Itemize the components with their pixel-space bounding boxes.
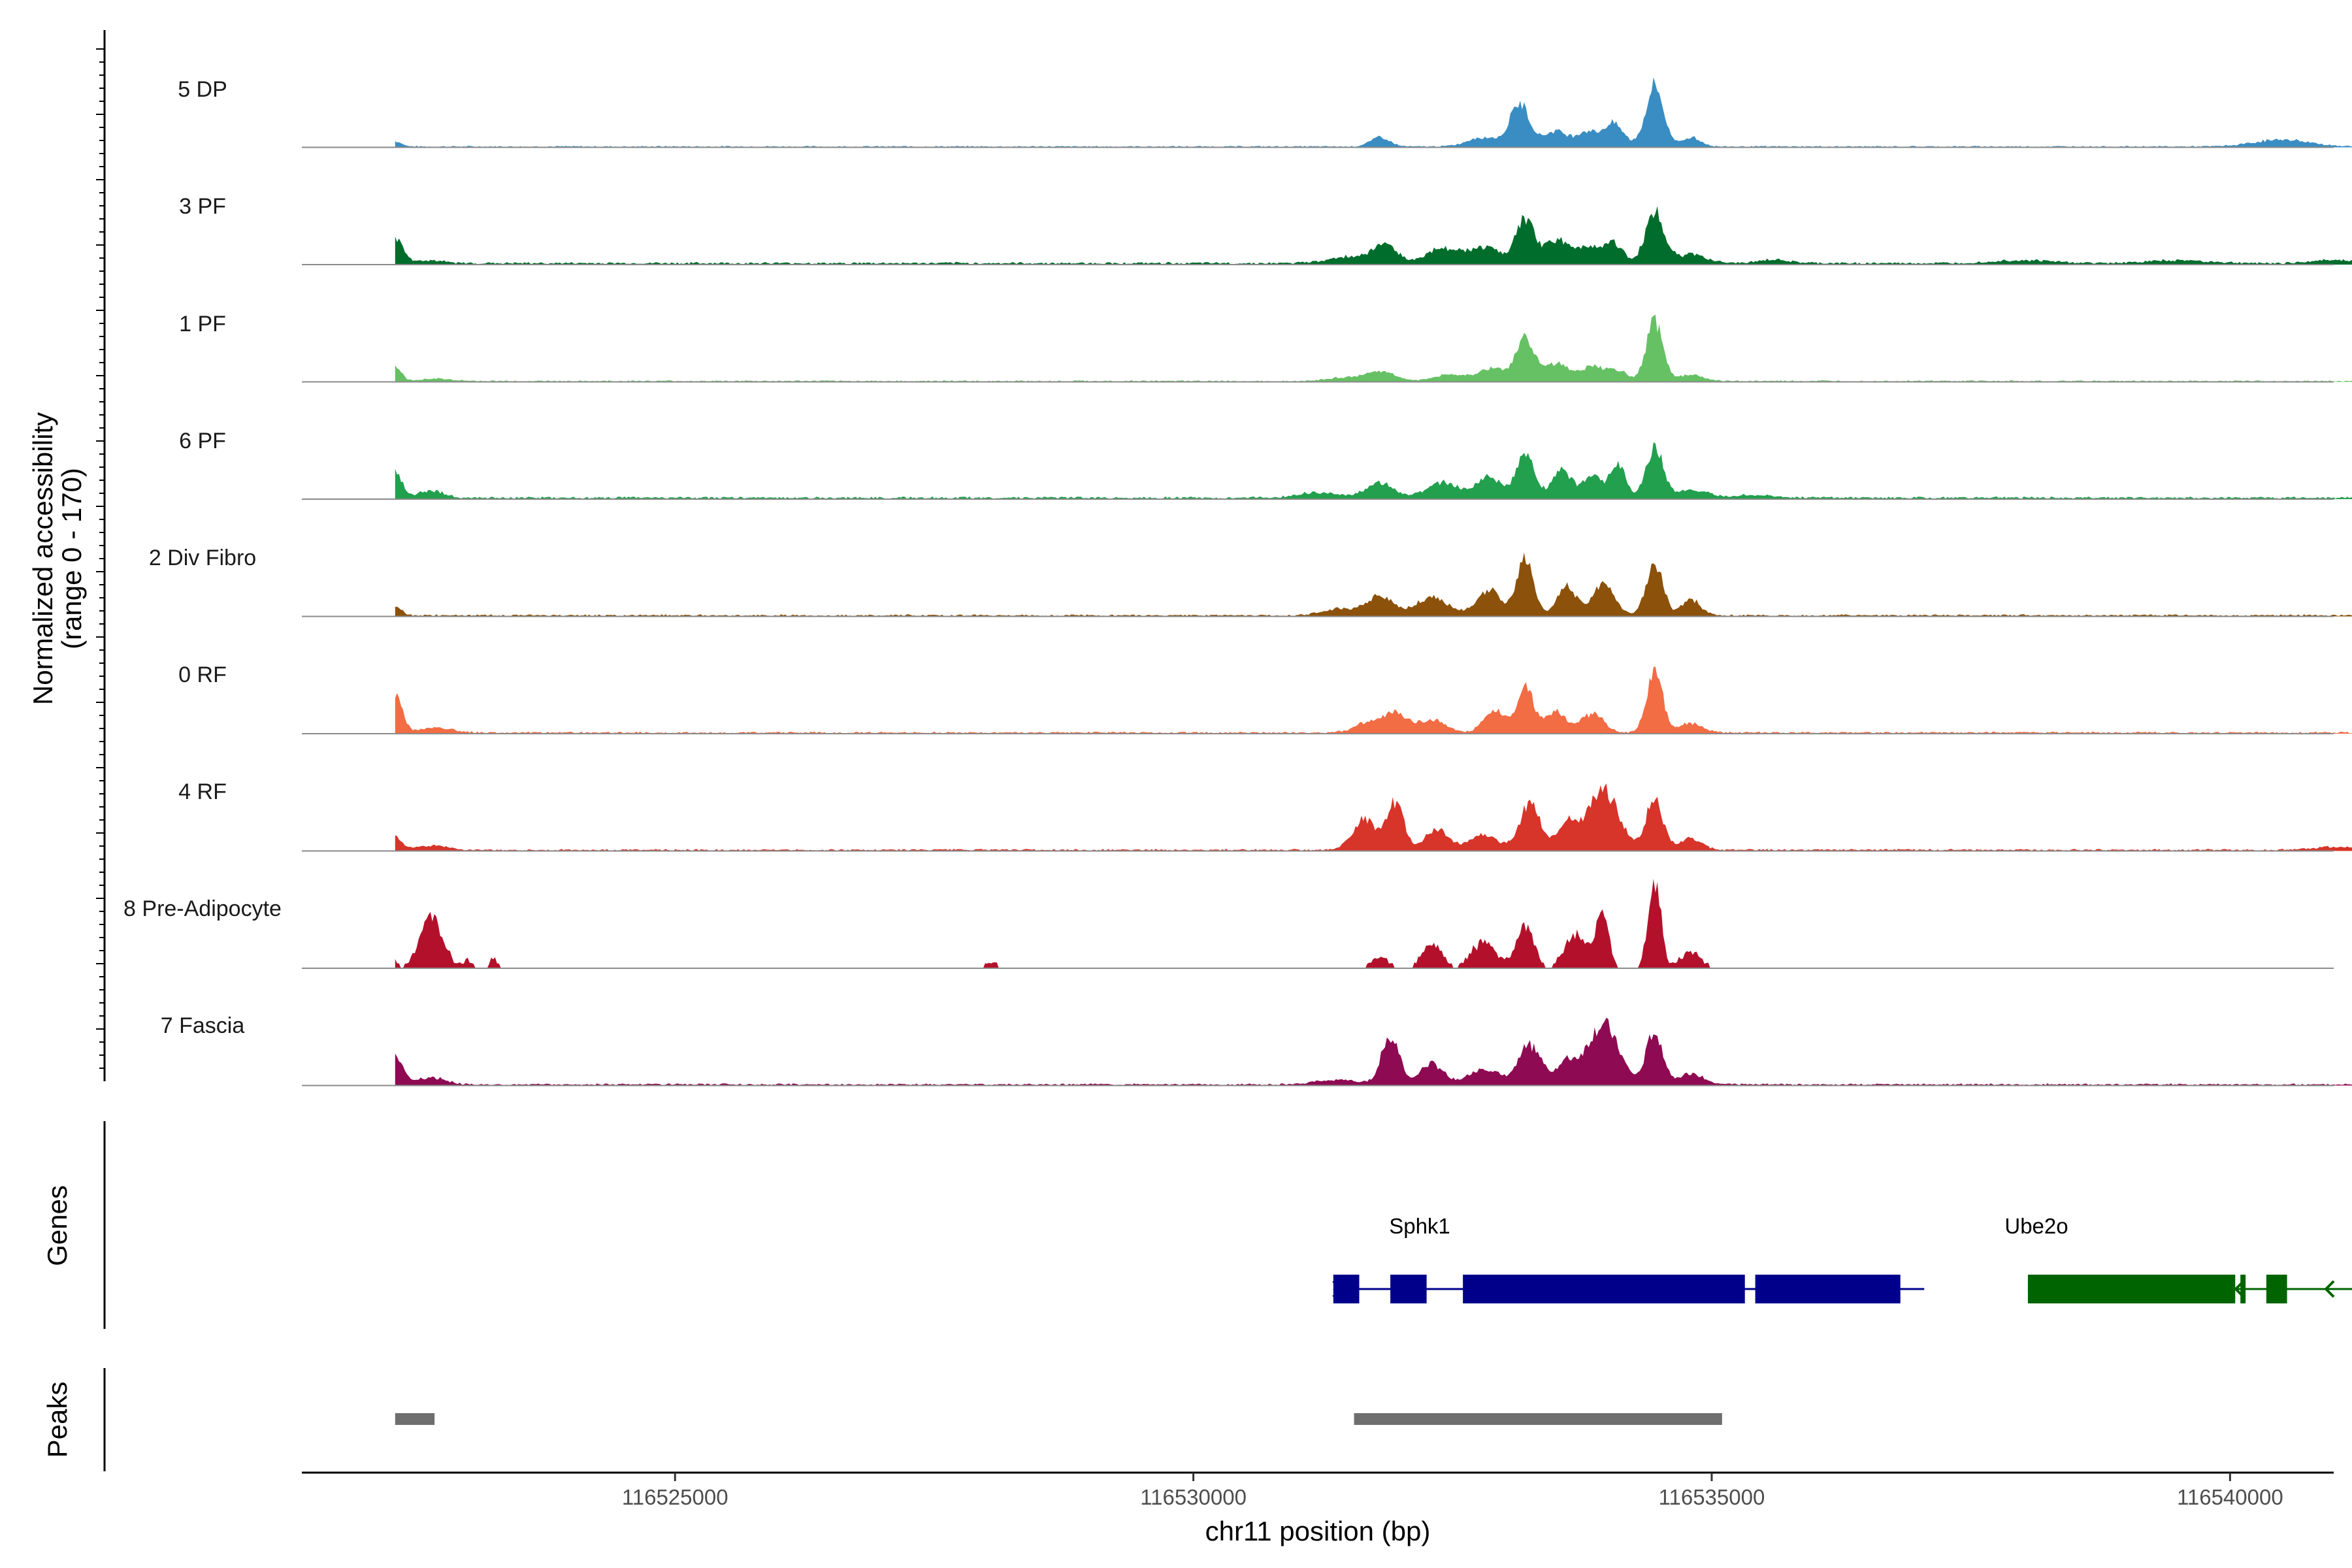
gene-track — [1332, 1275, 2352, 1303]
coverage-tracks — [302, 77, 2352, 1086]
track-label-7-fascia: 7 Fascia — [161, 1013, 245, 1038]
gene-exon-sphk1-3 — [1463, 1275, 1745, 1303]
strand-arrow-sphk1-1 — [1332, 1280, 1343, 1298]
gene-exon-sphk1-2 — [1390, 1275, 1427, 1303]
coverage-y-ticks — [96, 48, 105, 1069]
track-label-2-div-fibro: 2 Div Fibro — [149, 546, 256, 570]
peak-region-2 — [1354, 1413, 1722, 1425]
x-tick-label-116540000: 116540000 — [2177, 1485, 2283, 1509]
x-tick-label-116530000: 116530000 — [1140, 1485, 1247, 1509]
strand-arrow-ube2o-1 — [2234, 1280, 2245, 1298]
gene-label-ube2o: Ube2o — [2004, 1214, 2068, 1238]
coverage-area-6-pf — [395, 442, 2352, 499]
y-axis-title: Normalized accessibility — [27, 412, 58, 705]
peaks-panel-title: Peaks — [42, 1382, 73, 1458]
track-label-5-dp: 5 DP — [178, 77, 227, 102]
track-label-8-pre-adipocyte: 8 Pre-Adipocyte — [123, 896, 282, 921]
track-label-3-pf: 3 PF — [179, 194, 226, 219]
peak-region-1 — [395, 1413, 435, 1425]
gene-exon-ube2o-2 — [2240, 1275, 2246, 1303]
x-tick-label-116525000: 116525000 — [622, 1485, 728, 1509]
genes-panel-title: Genes — [42, 1185, 73, 1266]
strand-arrow-ube2o-2 — [2324, 1280, 2335, 1298]
track-label-1-pf: 1 PF — [179, 312, 226, 336]
x-axis-ticks — [674, 1473, 2231, 1481]
gene-label-sphk1: Sphk1 — [1389, 1214, 1450, 1238]
gene-exon-ube2o-3 — [2266, 1275, 2287, 1303]
coverage-area-3-pf — [395, 206, 2352, 265]
x-tick-label-116535000: 116535000 — [1659, 1485, 1765, 1509]
peak-track — [395, 1413, 1722, 1425]
track-label-6-pf: 6 PF — [179, 429, 226, 453]
coverage-area-4-rf — [395, 783, 2352, 851]
coverage-area-2-div-fibro — [395, 552, 2352, 617]
track-label-4-rf: 4 RF — [178, 779, 227, 804]
gene-exon-ube2o-1 — [2027, 1275, 2236, 1303]
y-axis-range: (range 0 - 170) — [56, 468, 87, 649]
x-axis-title: chr11 position (bp) — [1205, 1516, 1431, 1546]
track-label-0-rf: 0 RF — [178, 662, 227, 687]
gene-exon-sphk1-4 — [1755, 1275, 1901, 1303]
gene-exon-sphk1-1 — [1333, 1275, 1360, 1303]
